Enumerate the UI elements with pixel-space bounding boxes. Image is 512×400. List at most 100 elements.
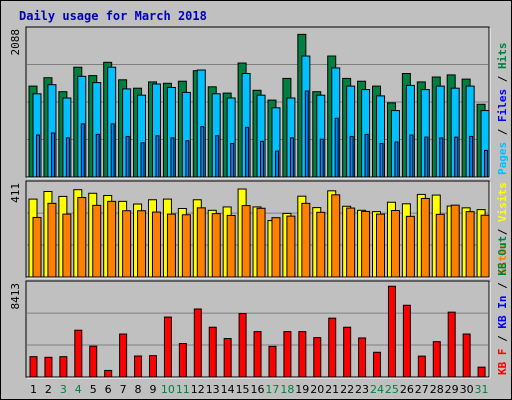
bar-kbf-day-7 bbox=[119, 333, 128, 378]
bar-sites-day-3 bbox=[62, 213, 72, 278]
bar-kbf-day-22 bbox=[343, 326, 352, 378]
legend-item-sites: Sites bbox=[496, 242, 509, 275]
bar-pages-day-27 bbox=[424, 136, 429, 178]
bar-sites-day-20 bbox=[316, 211, 326, 278]
bar-sites-day-10 bbox=[166, 213, 176, 278]
bar-kbf-day-8 bbox=[134, 355, 143, 378]
legend-separator: / bbox=[496, 276, 509, 296]
legend-hits-files-pages: Pages / Files / Hits bbox=[496, 43, 509, 176]
bar-pages-day-7 bbox=[125, 135, 130, 178]
bar-pages-day-22 bbox=[349, 135, 354, 178]
day-label-4: 4 bbox=[75, 383, 82, 396]
bar-kbf-day-17 bbox=[268, 345, 277, 378]
bar-pages-day-9 bbox=[155, 135, 160, 178]
bar-pages-day-28 bbox=[439, 137, 444, 178]
bar-sites-day-1 bbox=[32, 216, 42, 278]
bar-kbf-day-26 bbox=[402, 304, 411, 378]
chart-title: Daily usage for March 2018 bbox=[19, 9, 207, 23]
bar-pages-day-20 bbox=[319, 138, 324, 178]
bar-pages-day-26 bbox=[409, 134, 414, 178]
day-label-29: 29 bbox=[445, 383, 459, 396]
bar-sites-day-16 bbox=[256, 207, 266, 278]
day-label-8: 8 bbox=[135, 383, 142, 396]
day-label-19: 19 bbox=[295, 383, 309, 396]
legend-separator: / bbox=[496, 69, 509, 89]
bar-kbf-day-24 bbox=[373, 351, 382, 378]
bar-sites-day-30 bbox=[465, 211, 475, 278]
legend-kbytes: KB F / KB In / KB Out bbox=[496, 236, 509, 375]
legend-item-kbf: KB F bbox=[496, 349, 509, 376]
bar-sites-day-14 bbox=[226, 214, 236, 278]
day-label-22: 22 bbox=[340, 383, 354, 396]
bar-sites-day-2 bbox=[47, 202, 57, 278]
bar-kbf-day-20 bbox=[313, 337, 322, 378]
bar-pages-day-10 bbox=[170, 137, 175, 178]
bar-kbf-day-30 bbox=[462, 333, 471, 378]
legend-item-hits: Hits bbox=[496, 43, 509, 70]
bar-pages-day-19 bbox=[304, 90, 309, 178]
day-label-9: 9 bbox=[149, 383, 156, 396]
day-label-3: 3 bbox=[60, 383, 67, 396]
bar-pages-day-25 bbox=[394, 141, 399, 178]
ymax-label-hits-files-pages: 2088 bbox=[9, 29, 22, 56]
day-label-15: 15 bbox=[236, 383, 250, 396]
bar-sites-day-23 bbox=[361, 210, 371, 278]
bar-kbf-day-18 bbox=[283, 331, 292, 378]
bar-sites-day-8 bbox=[137, 210, 147, 278]
bar-kbf-day-1 bbox=[29, 356, 38, 378]
bar-sites-day-4 bbox=[77, 197, 87, 278]
day-label-7: 7 bbox=[120, 383, 127, 396]
legend-separator: / bbox=[496, 329, 509, 349]
bar-kbf-day-28 bbox=[432, 341, 441, 378]
legend-separator: / bbox=[496, 122, 509, 142]
bar-pages-day-15 bbox=[245, 126, 250, 178]
ymax-label-visits-sites: 411 bbox=[9, 183, 22, 203]
bar-kbf-day-16 bbox=[253, 331, 262, 378]
bar-sites-day-11 bbox=[181, 214, 191, 278]
bar-pages-day-1 bbox=[36, 134, 40, 178]
bar-sites-day-22 bbox=[346, 207, 356, 278]
day-label-30: 30 bbox=[460, 383, 474, 396]
day-label-10: 10 bbox=[161, 383, 175, 396]
bar-pages-day-13 bbox=[215, 135, 220, 178]
bar-kbf-day-5 bbox=[89, 345, 98, 378]
legend-separator: / bbox=[496, 222, 509, 242]
day-label-11: 11 bbox=[176, 383, 190, 396]
bar-sites-day-13 bbox=[211, 213, 221, 278]
bar-sites-day-26 bbox=[405, 215, 415, 278]
bar-sites-day-19 bbox=[301, 202, 311, 278]
day-label-21: 21 bbox=[325, 383, 339, 396]
day-label-5: 5 bbox=[90, 383, 97, 396]
bar-sites-day-5 bbox=[92, 204, 102, 278]
bar-kbf-day-2 bbox=[44, 356, 53, 378]
bar-kbf-day-14 bbox=[223, 338, 232, 378]
bar-pages-day-18 bbox=[289, 137, 294, 178]
bar-sites-day-27 bbox=[420, 197, 430, 278]
day-label-27: 27 bbox=[415, 383, 429, 396]
bar-pages-day-2 bbox=[50, 132, 55, 178]
bar-kbf-day-21 bbox=[328, 317, 337, 378]
bar-kbf-day-29 bbox=[447, 311, 456, 378]
bar-kbf-day-27 bbox=[417, 355, 426, 378]
bar-kbf-day-10 bbox=[163, 316, 172, 378]
bar-pages-day-5 bbox=[95, 133, 100, 178]
legend-item-kbin: KB In bbox=[496, 296, 509, 329]
bar-pages-day-12 bbox=[200, 126, 205, 178]
day-label-18: 18 bbox=[280, 383, 294, 396]
day-label-26: 26 bbox=[400, 383, 414, 396]
legend-item-visits: Visits bbox=[496, 182, 509, 222]
bar-kbf-day-15 bbox=[238, 313, 247, 378]
day-label-2: 2 bbox=[45, 383, 52, 396]
legend-visits-sites: Sites / Visits bbox=[496, 182, 509, 275]
bar-sites-day-6 bbox=[107, 200, 117, 278]
bar-sites-day-12 bbox=[196, 207, 206, 278]
bar-sites-day-15 bbox=[241, 205, 251, 278]
bar-pages-day-29 bbox=[454, 136, 459, 178]
day-label-28: 28 bbox=[430, 383, 444, 396]
day-label-12: 12 bbox=[191, 383, 205, 396]
bar-sites-day-7 bbox=[122, 210, 132, 278]
bar-sites-day-25 bbox=[390, 210, 400, 278]
bar-kbf-day-31 bbox=[477, 366, 486, 378]
